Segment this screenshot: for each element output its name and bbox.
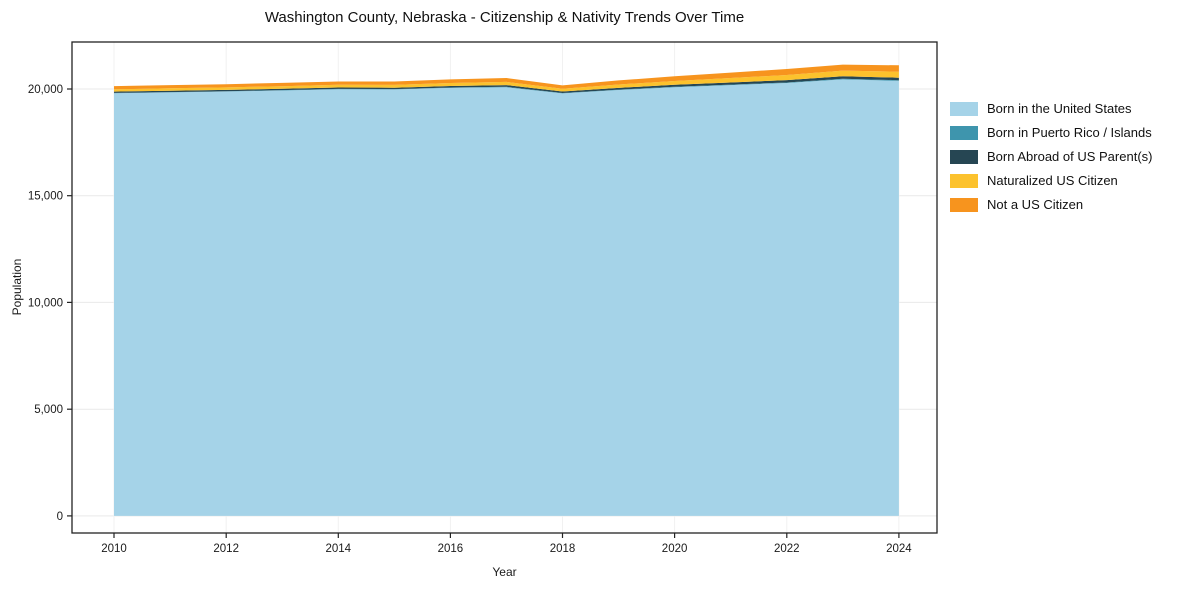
legend-label: Born in the United States	[987, 101, 1132, 116]
x-tick-label: 2018	[550, 543, 576, 555]
x-tick-label: 2010	[101, 543, 127, 555]
y-tick-label: 20,000	[28, 84, 63, 96]
area-series-1	[114, 78, 899, 94]
legend-label: Not a US Citizen	[987, 197, 1084, 212]
legend-item: Not a US Citizen	[950, 197, 1152, 212]
legend-swatch	[950, 101, 978, 116]
y-axis-label: Population	[10, 258, 24, 316]
legend-swatch	[950, 197, 978, 212]
area-series-4	[114, 64, 899, 90]
x-tick-label: 2024	[886, 543, 912, 555]
y-tick-label: 15,000	[28, 191, 63, 203]
area-series-0	[114, 79, 899, 516]
area-series-3	[114, 70, 899, 92]
x-tick-label: 2020	[662, 543, 688, 555]
legend-swatch	[950, 149, 978, 164]
x-tick-label: 2022	[774, 543, 800, 555]
y-tick-label: 5,000	[34, 404, 63, 416]
chart-title: Washington County, Nebraska - Citizenshi…	[264, 9, 745, 26]
legend-item: Naturalized US Citizen	[950, 173, 1152, 188]
y-tick-label: 0	[57, 511, 63, 523]
plot-border	[71, 41, 938, 534]
x-tick-label: 2014	[326, 543, 352, 555]
chart-legend: Born in the United States Born in Puerto …	[950, 101, 1152, 221]
legend-swatch	[950, 125, 978, 140]
legend-label: Born in Puerto Rico / Islands	[987, 125, 1152, 140]
legend-swatch	[950, 173, 978, 188]
y-tick-label: 10,000	[28, 297, 63, 309]
legend-label: Naturalized US Citizen	[987, 173, 1118, 188]
legend-label: Born Abroad of US Parent(s)	[987, 149, 1153, 164]
x-axis-label: Year	[492, 565, 517, 579]
legend-item: Born in the United States	[950, 101, 1152, 116]
area-series-2	[114, 76, 899, 93]
legend-item: Born in Puerto Rico / Islands	[950, 125, 1152, 140]
x-tick-label: 2012	[213, 543, 239, 555]
x-tick-label: 2016	[438, 543, 464, 555]
legend-item: Born Abroad of US Parent(s)	[950, 149, 1152, 164]
